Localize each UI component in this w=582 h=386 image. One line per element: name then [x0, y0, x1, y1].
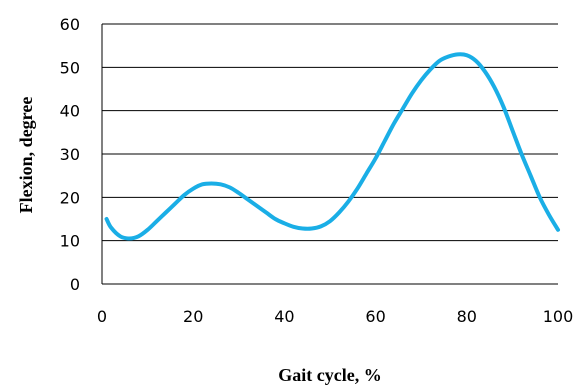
x-tick-label: 80	[457, 307, 477, 326]
x-tick-label: 40	[274, 307, 294, 326]
x-tick-label: 100	[543, 307, 574, 326]
y-tick-label: 60	[60, 15, 80, 34]
axes	[101, 24, 558, 285]
series-line-flexion	[104, 52, 560, 241]
x-tick-label: 0	[97, 307, 107, 326]
x-axis-title: Gait cycle, %	[278, 365, 381, 385]
y-tick-label: 10	[60, 232, 80, 251]
y-tick-label: 30	[60, 145, 80, 164]
y-tick-labels: 0 10 20 30 40 50 60	[60, 15, 80, 294]
x-tick-label: 60	[365, 307, 385, 326]
y-tick-label: 0	[70, 275, 80, 294]
x-tick-label: 20	[183, 307, 203, 326]
y-tick-label: 20	[60, 188, 80, 207]
grid-lines	[102, 23, 558, 242]
y-tick-label: 50	[60, 58, 80, 77]
y-tick-label: 40	[60, 102, 80, 121]
x-tick-labels: 0 20 40 60 80 100	[97, 307, 573, 326]
y-axis-title: Flexion, degree	[16, 97, 36, 214]
